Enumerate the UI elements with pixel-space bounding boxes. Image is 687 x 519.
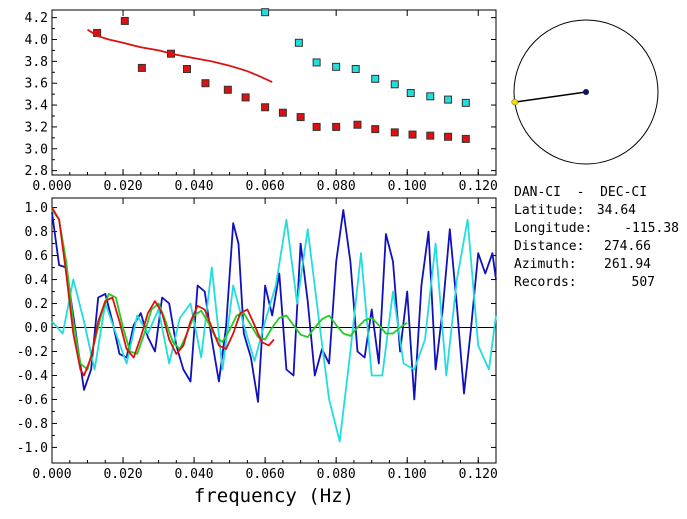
y-tick-label: 3.8 xyxy=(25,55,48,70)
data-point-red xyxy=(353,120,362,129)
y-tick-label: 0.8 xyxy=(25,225,48,240)
x-tick-label: 0.000 xyxy=(32,179,71,194)
data-point-red xyxy=(223,85,232,94)
correlation-axis-ticks xyxy=(51,198,496,463)
data-point-red xyxy=(332,122,341,131)
correlation-y-tick-labels: 1.0 0.8 0.6 0.4 0.2 0.0 -0.2 -0.4 -0.6 -0.8 -1.0 xyxy=(17,201,48,456)
y-tick-label: 3.4 xyxy=(25,99,49,114)
y-tick-label: 3.6 xyxy=(25,77,48,92)
series-line-blue xyxy=(51,209,497,403)
x-tick-label: 0.100 xyxy=(388,179,427,194)
data-point-cyan xyxy=(351,65,360,74)
x-tick-label: 0.060 xyxy=(246,467,285,482)
longitude-label: Longitude: xyxy=(514,221,592,236)
x-tick-label: 0.040 xyxy=(175,179,214,194)
x-tick-label: 0.080 xyxy=(317,179,356,194)
y-tick-label: 0.4 xyxy=(25,273,49,288)
azimuth-label: Azimuth: xyxy=(514,257,577,272)
dispersion-x-tick-labels: 0.000 0.020 0.040 0.060 0.080 0.100 0.120 xyxy=(32,179,497,194)
x-tick-label: 0.120 xyxy=(459,467,498,482)
y-tick-label: -0.6 xyxy=(17,393,48,408)
series-line-red xyxy=(87,28,273,83)
y-tick-label: 3.2 xyxy=(25,120,48,135)
longitude-value: -115.38 xyxy=(624,221,679,236)
data-point-red xyxy=(201,79,210,88)
azimuth-dial xyxy=(511,19,659,165)
correlation-panel: 1.0 0.8 0.6 0.4 0.2 0.0 -0.2 -0.4 -0.6 -0.8 -1.0 0… xyxy=(17,197,498,507)
azimuth-center-dot xyxy=(583,89,589,95)
data-point-cyan xyxy=(390,80,399,89)
data-point-cyan xyxy=(444,95,453,104)
data-point-red xyxy=(312,122,321,131)
y-tick-label: 0.0 xyxy=(25,321,48,336)
data-point-cyan xyxy=(461,98,470,107)
y-tick-label: 0.2 xyxy=(25,297,48,312)
data-point-cyan xyxy=(294,38,303,47)
data-point-red xyxy=(426,131,435,140)
y-tick-label: -0.4 xyxy=(17,369,48,384)
data-point-red xyxy=(461,134,470,143)
y-tick-label: -0.8 xyxy=(17,417,48,432)
series-line-cyan xyxy=(51,218,497,443)
distance-value: 274.66 xyxy=(604,239,651,254)
data-point-red xyxy=(296,113,305,122)
y-tick-label: -1.0 xyxy=(17,441,48,456)
correlation-x-tick-labels: 0.000 0.020 0.040 0.060 0.080 0.100 0.120 xyxy=(32,467,497,482)
y-tick-label: 1.0 xyxy=(25,201,48,216)
data-point-red xyxy=(390,128,399,137)
azimuth-value: 261.94 xyxy=(604,257,651,272)
y-tick-label: 0.6 xyxy=(25,249,48,264)
data-point-red xyxy=(182,65,191,74)
y-tick-label: 3.0 xyxy=(25,142,48,157)
x-tick-label: 0.040 xyxy=(175,467,214,482)
x-tick-label: 0.100 xyxy=(388,467,427,482)
data-point-cyan xyxy=(406,89,415,98)
y-tick-label: 4.0 xyxy=(25,33,48,48)
records-value: 507 xyxy=(632,275,655,290)
azimuth-end-dot xyxy=(511,98,518,106)
data-point-red xyxy=(261,103,270,112)
azimuth-circle xyxy=(513,19,659,165)
y-tick-label: -0.2 xyxy=(17,345,48,360)
data-point-cyan xyxy=(332,62,341,71)
dispersion-series xyxy=(87,8,470,143)
x-tick-label: 0.060 xyxy=(246,179,285,194)
data-point-cyan xyxy=(371,74,380,83)
data-point-cyan xyxy=(312,58,321,67)
x-tick-label: 0.080 xyxy=(317,467,356,482)
x-tick-label: 0.020 xyxy=(103,179,142,194)
latitude-value: 34.64 xyxy=(597,203,636,218)
series-line-green xyxy=(51,209,408,371)
station-pair: DAN-CI - DEC-CI xyxy=(514,185,647,200)
dispersion-plot-frame xyxy=(51,9,497,176)
data-point-red xyxy=(137,63,146,72)
dispersion-panel: 2.8 3.0 3.2 3.4 3.6 3.8 4.0 4.2 0.000 0.020 0.040… xyxy=(25,8,498,194)
y-tick-label: 4.2 xyxy=(25,11,48,26)
distance-label: Distance: xyxy=(514,239,584,254)
correlation-plot-frame xyxy=(51,197,497,464)
data-point-red xyxy=(241,93,250,102)
data-point-cyan xyxy=(261,8,270,17)
correlation-series xyxy=(51,207,497,443)
dispersion-axis-ticks xyxy=(51,10,496,175)
x-tick-label: 0.020 xyxy=(103,467,142,482)
dispersion-y-tick-labels: 2.8 3.0 3.2 3.4 3.6 3.8 4.0 4.2 xyxy=(25,11,49,179)
x-tick-label: 0.000 xyxy=(32,467,71,482)
data-point-red xyxy=(278,108,287,117)
station-info: DAN-CI - DEC-CI Latitude: 34.64 Longitud… xyxy=(514,185,679,290)
data-point-cyan xyxy=(426,92,435,101)
x-tick-label: 0.120 xyxy=(459,179,498,194)
y-tick-label: 2.8 xyxy=(25,164,48,179)
series-line-red xyxy=(51,207,275,377)
data-point-red xyxy=(371,125,380,134)
data-point-red xyxy=(120,16,129,25)
x-axis-label: frequency (Hz) xyxy=(194,485,354,507)
azimuth-vector xyxy=(514,91,587,103)
data-point-red xyxy=(408,130,417,139)
data-point-red xyxy=(444,132,453,141)
records-label: Records: xyxy=(514,275,577,290)
latitude-label: Latitude: xyxy=(514,203,584,218)
